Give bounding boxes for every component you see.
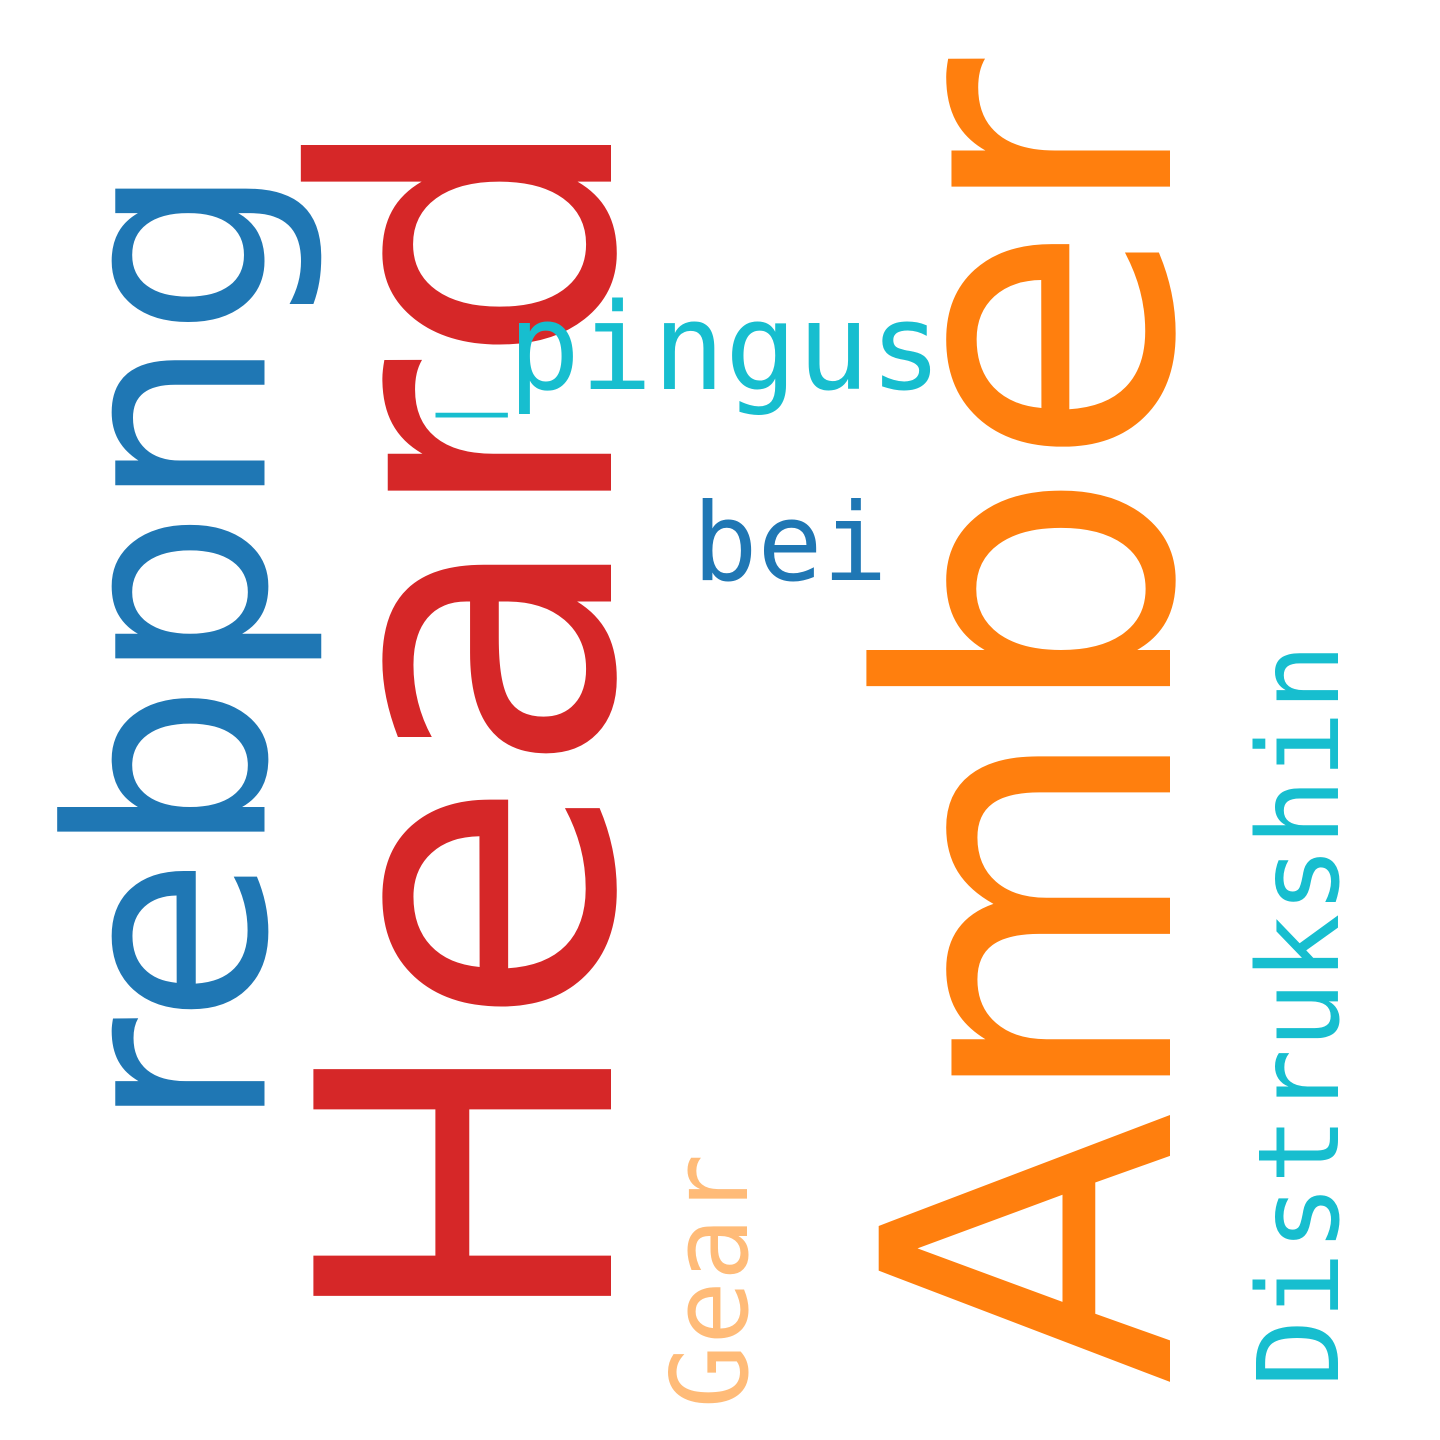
word-amber: Amber [800, 58, 1265, 1385]
word-distrukshin: Distrukshin [1235, 643, 1365, 1387]
word-pingus: _pingus [435, 278, 943, 418]
word-bei: bei [692, 481, 888, 606]
word-gear: Gear [649, 1153, 772, 1409]
word-rebpng: rebpng [12, 163, 330, 1131]
